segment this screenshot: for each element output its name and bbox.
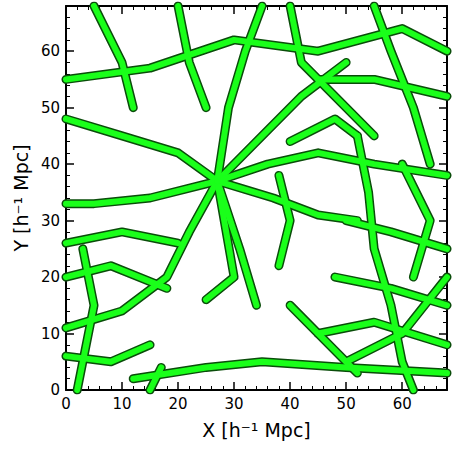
svg-text:X [h⁻¹ Mpc]: X [h⁻¹ Mpc] xyxy=(202,419,311,441)
svg-text:60: 60 xyxy=(393,395,412,413)
svg-text:30: 30 xyxy=(225,395,244,413)
svg-text:20: 20 xyxy=(169,395,188,413)
svg-text:20: 20 xyxy=(41,268,60,286)
svg-text:60: 60 xyxy=(41,42,60,60)
svg-text:50: 50 xyxy=(41,99,60,117)
svg-text:10: 10 xyxy=(112,395,131,413)
svg-text:0: 0 xyxy=(50,381,60,399)
svg-text:40: 40 xyxy=(281,395,300,413)
svg-text:40: 40 xyxy=(41,155,60,173)
svg-text:30: 30 xyxy=(41,212,60,230)
svg-text:10: 10 xyxy=(41,325,60,343)
svg-text:50: 50 xyxy=(337,395,356,413)
svg-text:0: 0 xyxy=(61,395,71,413)
svg-text:Y [h⁻¹ Mpc]: Y [h⁻¹ Mpc] xyxy=(10,144,32,252)
